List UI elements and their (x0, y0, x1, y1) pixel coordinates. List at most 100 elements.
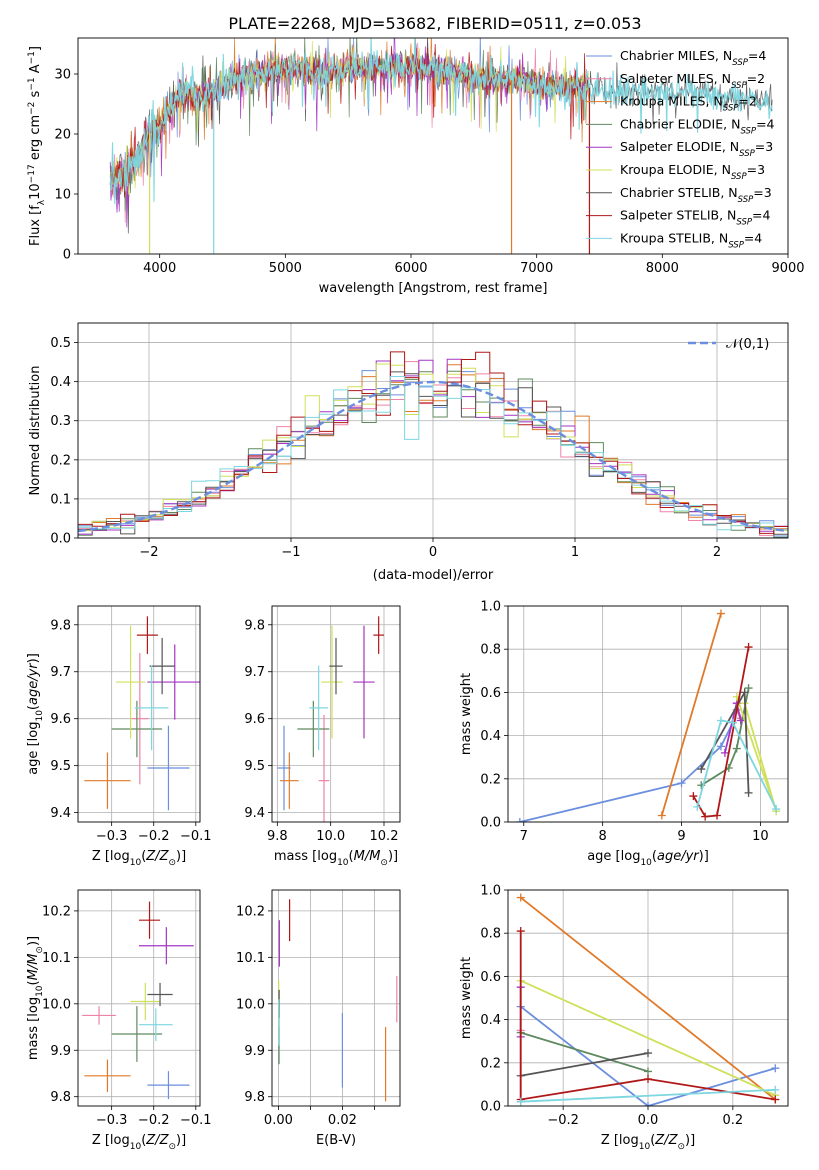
x-tick-label: −0.2 (547, 1113, 579, 1128)
age-vs-Z-panel: −0.3 −0.2 −0.1 9.4 9.5 9.6 9.7 9.8 Z [log10(Z/Z⊙… (26, 605, 212, 868)
spectrum-panel: 4000 5000 6000 7000 8000 9000 0 10 20 30 wavelengt… (27, 37, 805, 296)
residual-histograms (78, 351, 788, 538)
errorbar-point (373, 616, 384, 654)
legend-entry: Kroupa STELIB, NSSP=4 (620, 230, 762, 250)
weight-marker (689, 792, 698, 801)
y-tick-label: 0.8 (480, 643, 501, 658)
weight-marker (516, 927, 525, 936)
y-tick-label: 10.0 (42, 997, 71, 1012)
weight-marker (771, 1095, 780, 1104)
spectrum-legend: Chabrier MILES, NSSP=4 Salpeter MILES, NS… (586, 48, 775, 250)
weight-marker (701, 812, 710, 821)
spectrum-lines (109, 38, 773, 254)
age-vs-Z-errorbars (84, 616, 200, 811)
y-tick-label: 0.2 (50, 453, 71, 468)
y-tick-label: 9.6 (244, 712, 265, 727)
weight-marker (716, 742, 725, 751)
weight-marker (677, 779, 686, 788)
weight-marker (644, 1102, 652, 1106)
errorbar-point (111, 700, 163, 758)
x-tick-label: 10 (752, 829, 769, 844)
weight-marker (516, 1097, 525, 1106)
y-tick-label: 0.0 (50, 532, 71, 547)
x-tick-label: −0.1 (180, 1113, 212, 1128)
y-tick-label: 0.2 (480, 772, 501, 787)
errorbar-point (115, 625, 146, 739)
weight-series (519, 722, 734, 822)
weight-series (735, 696, 778, 812)
errorbar-point (82, 1006, 116, 1025)
weight-marker (716, 716, 725, 725)
plots: 4000 5000 6000 7000 8000 90000102030wavelengt… (26, 37, 805, 1152)
errorbar-point (136, 616, 158, 654)
x-tick-label: 9 (677, 829, 685, 844)
weight-vs-Z-panel: −0.2 0.0 0.2 0.0 0.2 0.4 0.6 0.8 1.0 Z [log10(Z/Z… (459, 884, 789, 1152)
y-tick-label: 9.5 (50, 759, 71, 774)
x-axis-label: Z [log10(Z/Z⊙)] (92, 1133, 186, 1152)
weight-marker (740, 688, 749, 697)
x-tick-label: −2 (139, 545, 158, 560)
x-tick-label: −0.2 (138, 1113, 170, 1128)
legend-entry: Chabrier STELIB, NSSP=3 (620, 185, 772, 205)
x-tick-label: −0.2 (138, 829, 170, 844)
normal-reference-curve (78, 380, 788, 533)
y-tick-label: 9.4 (244, 806, 265, 821)
age-vs-mass-panel: 9.8 10.0 10.2 9.4 9.5 9.6 9.7 9.8 mass [log10(M/… (244, 605, 401, 868)
figure-title: PLATE=2268, MJD=53682, FIBERID=0511, z=0… (228, 14, 641, 33)
y-tick-label: 10.2 (236, 904, 265, 919)
mass-vs-ebv-panel: 0.00 0.02 9.8 9.9 10.0 10.1 10.2 E(B-V) (236, 889, 401, 1148)
y-tick-label: 10.0 (236, 997, 265, 1012)
y-tick-label: 9.9 (50, 1044, 71, 1059)
y-tick-label: 9.5 (244, 759, 265, 774)
errorbar-point (134, 665, 169, 751)
y-tick-label: 9.7 (244, 665, 265, 680)
y-axis-label: mass [log10(M/M⊙)] (26, 936, 45, 1060)
y-axis-label: age [log10(age/yr)] (26, 653, 45, 775)
x-tick-label: 10.0 (316, 829, 345, 844)
errorbar-point (147, 725, 190, 811)
x-tick-label: 7000 (520, 261, 553, 276)
axes-frame (77, 322, 789, 539)
axes-frame (77, 605, 201, 823)
weight-series (520, 979, 776, 1097)
spectrum-series (109, 43, 590, 198)
age-vs-mass-errorbars (277, 616, 384, 822)
y-tick-label: 9.8 (50, 1090, 71, 1105)
weight-marker (771, 1085, 780, 1094)
x-axis-label: Z [log10(Z/Z⊙)] (92, 849, 186, 868)
weight-vs-age-lines (515, 609, 781, 822)
x-tick-label: 2 (713, 545, 721, 560)
errorbar-point (147, 1071, 190, 1100)
weight-marker (772, 805, 781, 814)
errorbar-point (321, 625, 343, 739)
x-axis-label: age [log10(age/yr)] (587, 849, 709, 868)
y-tick-label: 10 (54, 188, 71, 203)
y-tick-label: 0 (63, 248, 71, 263)
mass-vs-Z-panel: −0.3 −0.2 −0.1 9.8 9.9 10.0 10.1 10.2 Z [log10(Z… (26, 889, 212, 1152)
x-axis-label: Z [log10(Z/Z⊙)] (601, 1133, 695, 1152)
weight-marker (720, 748, 729, 757)
x-tick-label: 10.2 (370, 829, 399, 844)
y-axis-label: mass weight (459, 957, 474, 1039)
y-tick-label: 9.8 (244, 1090, 265, 1105)
weight-marker (744, 684, 753, 693)
weight-marker (771, 1064, 780, 1073)
y-tick-label: 9.9 (244, 1044, 265, 1059)
x-tick-label: 0.0 (638, 1113, 659, 1128)
y-tick-label: 10.1 (236, 951, 265, 966)
axes-frame (77, 889, 201, 1107)
y-tick-label: 1.0 (480, 600, 501, 615)
errorbar-point (149, 637, 175, 695)
y-tick-label: 9.7 (50, 665, 71, 680)
spectrum-series (109, 38, 773, 205)
x-tick-label: 7 (520, 829, 528, 844)
x-tick-label: 1 (571, 545, 579, 560)
x-axis-label: (data-model)/error (373, 568, 494, 583)
x-tick-label: 0 (429, 545, 437, 560)
residuals-panel: −2 −1 0 1 2 0.0 0.1 0.2 0.3 0.4 0.5 (data-model)/er… (28, 322, 789, 583)
legend-entry: 𝒩(0,1) (726, 337, 769, 352)
weight-vs-Z-lines (516, 893, 780, 1106)
weight-marker (657, 811, 666, 820)
axes-frame (507, 605, 789, 823)
errorbar-point (84, 752, 131, 809)
